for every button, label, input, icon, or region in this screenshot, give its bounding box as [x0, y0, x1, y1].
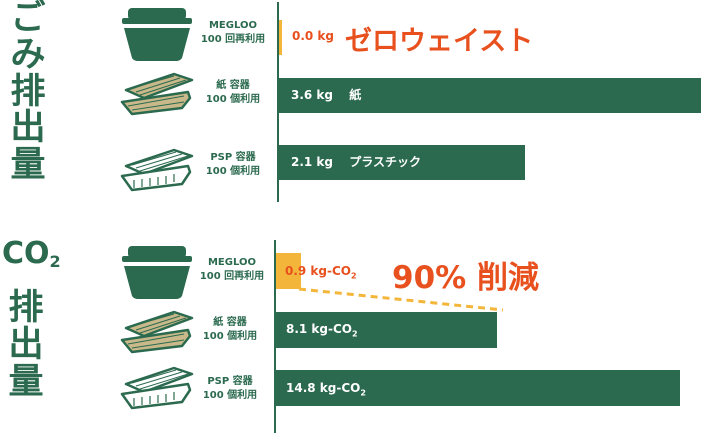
co2-bar-megloo — [276, 253, 301, 289]
paper-container-icon — [120, 72, 194, 116]
psp-container-icon — [120, 366, 194, 410]
waste-bar-megloo — [279, 20, 282, 55]
category-name: MEGLOO — [208, 20, 257, 31]
waste-value-label-megloo: 0.0 kg — [292, 28, 334, 44]
co2-bar-psp — [276, 370, 680, 406]
category-name: 紙 容器 — [216, 80, 250, 91]
co2-label-paper: 紙 容器 100 個利用 — [193, 316, 267, 344]
category-usage: 100 個利用 — [205, 166, 261, 177]
value-text: 2.1 kg — [291, 155, 334, 169]
waste-bar-psp — [279, 145, 525, 180]
category-name: PSP 容器 — [207, 376, 253, 387]
co2-value-label-paper: 8.1 kg-CO2 — [286, 321, 358, 342]
material-note: プラスチック — [349, 155, 421, 169]
co2-title-char: 出 — [8, 324, 44, 365]
reduction-dashed-line — [298, 287, 504, 312]
reduction-callout: 90% 削減 — [392, 260, 539, 296]
category-usage: 100 回再利用 — [199, 271, 265, 282]
paper-container-icon — [120, 310, 194, 354]
waste-title-char: み — [10, 34, 46, 75]
value-text: 14.8 kg-CO — [286, 381, 361, 395]
co2-label-psp: PSP 容器 100 個利用 — [193, 375, 267, 403]
co2-chart-axis — [274, 240, 276, 433]
psp-container-icon — [120, 148, 194, 192]
category-name: 紙 容器 — [213, 317, 247, 328]
waste-title-char: 量 — [10, 145, 46, 185]
value-subscript: 2 — [352, 329, 358, 339]
waste-value-label-paper: 3.6 kg 紙 — [291, 87, 361, 103]
co2-section-title: CO2 — [2, 236, 61, 271]
waste-bar-paper — [279, 78, 701, 113]
value-text: 8.1 kg-CO — [286, 322, 352, 336]
waste-label-paper: 紙 容器 100 個利用 — [196, 79, 270, 107]
value-text: 0.9 kg-CO — [285, 264, 351, 278]
value-text: 3.6 kg — [291, 88, 334, 102]
waste-value-label-psp: 2.1 kg プラスチック — [291, 154, 421, 170]
category-usage: 100 個利用 — [202, 390, 258, 401]
waste-label-megloo: MEGLOO 100 回再利用 — [196, 19, 270, 47]
value-text: 0.0 kg — [292, 29, 335, 43]
co2-bar-paper — [276, 312, 497, 348]
waste-title-char: 出 — [10, 108, 46, 149]
co2-title-char: 量 — [8, 361, 44, 402]
value-subscript: 2 — [360, 388, 366, 398]
waste-section-title: ご み 排 出 量 — [6, 0, 50, 184]
co2-label-megloo: MEGLOO 100 回再利用 — [195, 256, 269, 284]
waste-title-char: 排 — [10, 71, 46, 112]
waste-chart-axis — [277, 2, 279, 202]
co2-value-label-psp: 14.8 kg-CO2 — [286, 380, 366, 401]
waste-title-char: ご — [10, 0, 46, 38]
co2-title-main: CO — [2, 236, 50, 271]
co2-title-char: 排 — [8, 288, 44, 328]
material-note: 紙 — [349, 88, 362, 102]
co2-value-label-megloo: 0.9 kg-CO2 — [285, 263, 357, 284]
megloo-container-icon — [122, 8, 192, 61]
co2-section-title-chars: 排 出 量 — [4, 290, 48, 400]
category-name: PSP 容器 — [210, 152, 256, 163]
waste-label-psp: PSP 容器 100 個利用 — [196, 151, 270, 179]
zero-waste-callout: ゼロウェイスト — [345, 26, 534, 57]
category-usage: 100 個利用 — [202, 331, 258, 342]
category-usage: 100 回再利用 — [200, 34, 266, 45]
megloo-container-icon — [122, 246, 192, 299]
co2-title-subscript: 2 — [49, 252, 61, 271]
category-name: MEGLOO — [207, 257, 256, 268]
value-subscript: 2 — [351, 271, 357, 281]
category-usage: 100 個利用 — [205, 94, 261, 105]
